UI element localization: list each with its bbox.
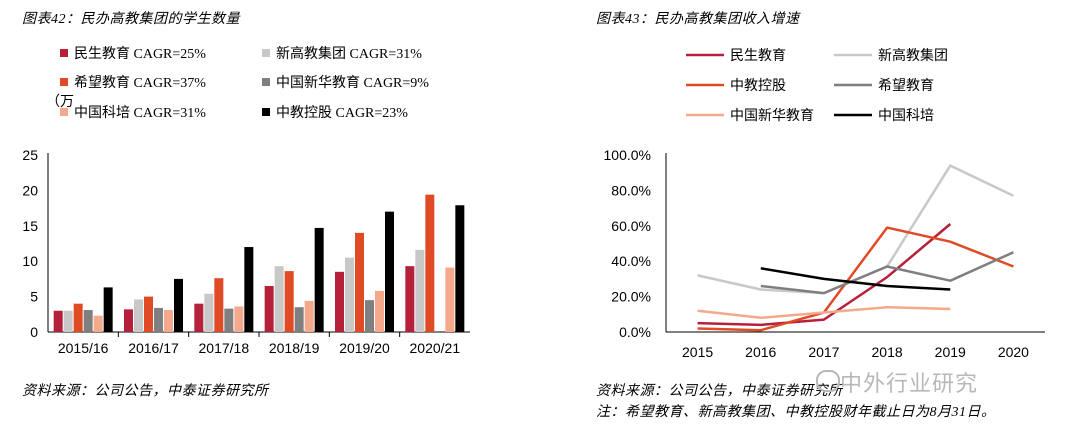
x-tick-label: 2019	[935, 344, 966, 360]
bar	[425, 194, 435, 332]
bar	[53, 310, 63, 332]
legend-label: 新高教集团 CAGR=31%	[276, 45, 422, 62]
bar	[355, 232, 364, 332]
right-source-note: 资料来源：公司公告，中泰证券研究所	[596, 384, 843, 399]
y-axis-unit-label: （万	[46, 94, 74, 110]
legend-swatch	[262, 108, 270, 116]
bar	[194, 303, 204, 332]
bar	[445, 267, 455, 332]
bar	[154, 307, 163, 332]
bar	[274, 266, 284, 332]
bar	[314, 227, 324, 332]
bar	[164, 310, 173, 332]
bar	[174, 278, 183, 332]
y-tick-label: 100.0%	[604, 147, 651, 163]
legend-label: 希望教育 CAGR=37%	[74, 75, 206, 91]
bar	[375, 290, 384, 332]
x-tick-label: 2015	[682, 344, 713, 360]
bar	[264, 285, 274, 332]
y-tick-label: 40.0%	[611, 253, 651, 269]
bar	[345, 257, 354, 332]
x-tick-label: 2020	[998, 344, 1029, 360]
x-tick-label: 2016	[745, 344, 776, 360]
x-tick-label: 2020/21	[410, 340, 461, 356]
y-tick-label: 0.0%	[619, 324, 651, 340]
bar	[284, 271, 294, 332]
bar	[455, 205, 465, 332]
y-tick-label: 10	[22, 253, 38, 269]
wechat-logo-icon	[816, 370, 840, 392]
watermark: 中外行业研究	[840, 372, 979, 397]
legend-swatch	[60, 49, 68, 57]
legend-label: 中教控股 CAGR=23%	[276, 105, 408, 121]
bar	[234, 306, 244, 332]
left-chart-title: 图表42：民办高教集团的学生数量	[22, 12, 240, 27]
bar	[385, 211, 394, 332]
bar	[124, 309, 133, 332]
legend-label: 中国新华教育 CAGR=9%	[276, 75, 429, 91]
series-line	[760, 251, 1014, 295]
bar	[93, 315, 103, 332]
legend-label: 中国科培 CAGR=31%	[74, 105, 206, 121]
legend-swatch	[60, 78, 68, 86]
legend-label: 民生教育 CAGR=25%	[74, 46, 206, 62]
x-tick-label: 2017/18	[199, 340, 250, 356]
legend-label: 希望教育	[878, 78, 934, 94]
y-tick-label: 20	[22, 182, 38, 198]
series-line	[697, 305, 951, 320]
bar	[83, 310, 93, 332]
y-tick-label: 25	[22, 147, 38, 163]
x-tick-label: 2018/19	[269, 340, 320, 356]
y-tick-label: 80.0%	[611, 182, 651, 198]
y-tick-label: 0	[30, 324, 38, 340]
bar	[335, 271, 344, 332]
bar	[134, 299, 143, 332]
right-chart-title: 图表43：民办高教集团收入增速	[596, 12, 800, 27]
legend-label: 新高教集团	[878, 47, 948, 64]
bar	[214, 278, 224, 332]
y-tick-label: 60.0%	[611, 218, 651, 234]
x-tick-label: 2019/20	[339, 340, 390, 356]
bar	[294, 307, 304, 332]
series-line	[697, 223, 952, 327]
x-tick-label: 2018	[872, 344, 903, 360]
bar	[73, 303, 83, 332]
bar	[144, 296, 153, 332]
bar	[244, 247, 254, 332]
legend-label: 民生教育	[730, 48, 786, 64]
x-tick-label: 2015/16	[58, 340, 109, 356]
legend-swatch	[262, 78, 270, 86]
bar	[415, 249, 425, 332]
legend-swatch	[60, 108, 68, 116]
legend-label: 中国新华教育	[730, 108, 814, 124]
bar	[304, 300, 314, 332]
bar	[405, 266, 415, 332]
left-source-note: 资料来源：公司公告，中泰证券研究所	[22, 384, 269, 399]
legend-label: 中教控股	[730, 78, 786, 94]
bar	[224, 308, 234, 332]
series-line	[760, 267, 951, 291]
y-tick-label: 15	[22, 218, 38, 234]
y-tick-label: 5	[30, 289, 38, 305]
legend-swatch	[262, 49, 270, 57]
bar	[63, 310, 73, 332]
right-footnote: 注：希望教育、新高教集团、中教控股财年截止日为8月31日。	[596, 405, 996, 420]
x-tick-label: 2016/17	[128, 340, 179, 356]
series-line	[697, 226, 1014, 332]
bar	[365, 300, 374, 332]
bar	[103, 287, 113, 332]
legend-label: 中国科培	[878, 108, 934, 124]
y-tick-label: 20.0%	[611, 289, 651, 305]
bar	[204, 293, 214, 332]
x-tick-label: 2017	[808, 344, 839, 360]
